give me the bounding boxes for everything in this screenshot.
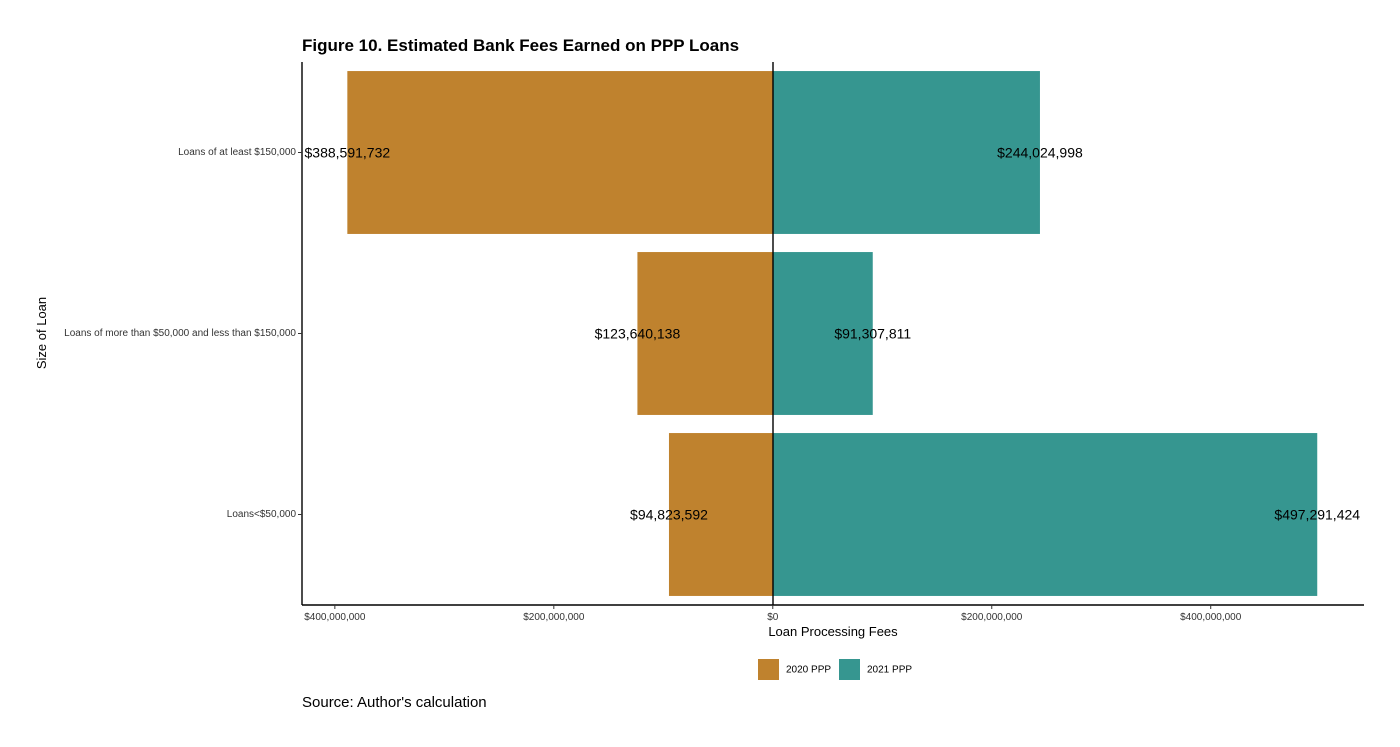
y-axis-ticks: Loans of at least $150,000 Loans of more … — [64, 147, 302, 520]
x-axis-title: Loan Processing Fees — [768, 624, 898, 639]
data-labels: $388,591,732 $123,640,138 $94,823,592 $244,… — [305, 145, 1361, 523]
bar-2020-1 — [637, 252, 773, 415]
x-axis-ticks: $400,000,000 $200,000,000 $0 $200,000,000 $4… — [304, 605, 1242, 623]
x-tick-label-2: $0 — [767, 612, 779, 623]
x-tick-label-3: $200,000,000 — [961, 612, 1023, 623]
bar-2021-0 — [772, 71, 1040, 234]
x-tick-label-0: $400,000,000 — [304, 612, 366, 623]
y-tick-label-1: Loans of more than $50,000 and less than… — [64, 328, 296, 339]
legend: 2020 PPP 2021 PPP — [758, 659, 912, 680]
data-label-2021-2: $497,291,424 — [1274, 507, 1360, 523]
legend-label-0: 2020 PPP — [786, 665, 831, 676]
series-2021-bars — [772, 71, 1318, 596]
y-axis-title: Size of Loan — [34, 297, 49, 369]
y-tick-label-0: Loans of at least $150,000 — [178, 147, 296, 158]
legend-swatch-1 — [839, 659, 860, 680]
bar-2021-1 — [772, 252, 873, 415]
legend-label-1: 2021 PPP — [867, 665, 912, 676]
x-tick-label-1: $200,000,000 — [523, 612, 585, 623]
source-caption: Source: Author's calculation — [302, 694, 487, 711]
legend-swatch-0 — [758, 659, 779, 680]
data-label-2020-0: $388,591,732 — [305, 145, 391, 161]
data-label-2021-1: $91,307,811 — [834, 326, 911, 342]
bar-2020-2 — [668, 433, 773, 596]
bar-2020-0 — [347, 71, 773, 234]
x-tick-label-4: $400,000,000 — [1180, 612, 1242, 623]
bar-2021-2 — [772, 433, 1318, 596]
chart-title: Figure 10. Estimated Bank Fees Earned on… — [302, 36, 739, 55]
data-label-2020-2: $94,823,592 — [630, 507, 708, 523]
series-2020-bars — [347, 71, 773, 596]
data-label-2020-1: $123,640,138 — [595, 326, 681, 342]
data-label-2021-0: $244,024,998 — [997, 145, 1083, 161]
y-tick-label-2: Loans<$50,000 — [227, 509, 297, 520]
